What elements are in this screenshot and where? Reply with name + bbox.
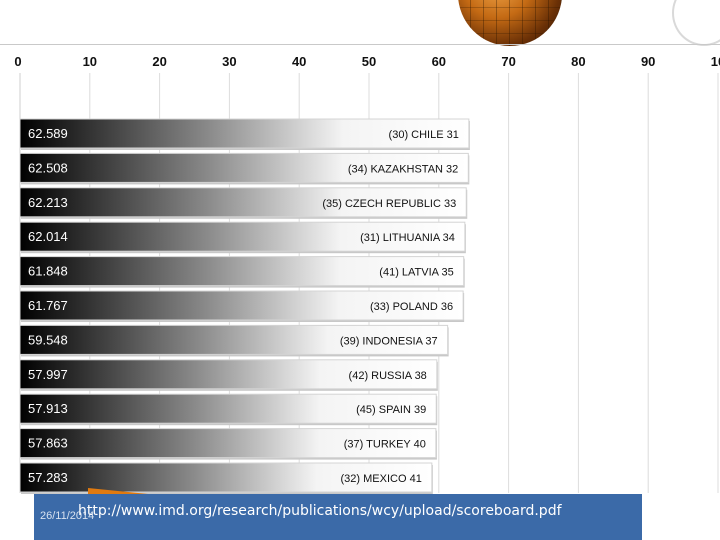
bar	[19, 324, 449, 355]
bar-value-label: 57.283	[28, 470, 68, 485]
bar-category-label: (31) LITHUANIA 34	[360, 232, 455, 244]
bar-category-label: (30) CHILE 31	[389, 129, 459, 141]
corner-decoration	[672, 0, 720, 46]
bar	[19, 152, 469, 183]
bar	[19, 393, 437, 424]
x-tick-label: 0	[14, 54, 21, 69]
bar-category-label: (45) SPAIN 39	[356, 404, 426, 416]
bar-value-label: 62.014	[28, 229, 68, 244]
bar-category-label: (32) MEXICO 41	[341, 473, 422, 485]
header-divider	[0, 44, 720, 45]
bar-value-label: 57.997	[28, 367, 68, 382]
bar	[19, 118, 470, 149]
header-band	[0, 0, 720, 44]
x-tick-label: 60	[432, 54, 446, 69]
bar-value-label: 57.863	[28, 436, 68, 451]
bar-category-label: (39) INDONESIA 37	[340, 335, 438, 347]
x-tick-label: 70	[501, 54, 515, 69]
bar-value-label: 62.213	[28, 195, 68, 210]
x-tick-label: 10	[711, 54, 720, 69]
bar-category-label: (34) KAZAKHSTAN 32	[348, 163, 458, 175]
bar	[19, 428, 437, 459]
bar	[19, 359, 438, 390]
bar-category-label: (37) TURKEY 40	[344, 439, 426, 451]
bar-value-label: 62.508	[28, 160, 68, 175]
bar-value-label: 61.848	[28, 264, 68, 279]
bar-value-label: 59.548	[28, 332, 68, 347]
x-tick-label: 50	[362, 54, 376, 69]
x-tick-label: 30	[222, 54, 236, 69]
bar-category-label: (42) RUSSIA 38	[349, 370, 427, 382]
bar	[19, 221, 466, 252]
bar	[19, 187, 467, 218]
footer-date: 26/11/2014	[40, 510, 95, 522]
x-tick-label: 40	[292, 54, 306, 69]
x-tick-label: 10	[83, 54, 97, 69]
bar-value-label: 57.913	[28, 401, 68, 416]
bar	[19, 462, 433, 493]
source-url-link[interactable]: http://www.imd.org/research/publications…	[78, 503, 562, 519]
bar-value-label: 61.767	[28, 298, 68, 313]
bar-chart: 0 10 20 30 40 50 60 70 80 90 10 62.589 (30) CHILE 3…	[14, 54, 720, 494]
footer-bar	[34, 494, 642, 540]
bar-value-label: 62.589	[28, 126, 68, 141]
bar-category-label: (35) CZECH REPUBLIC 33	[322, 198, 456, 210]
bar	[19, 256, 465, 287]
x-tick-label: 90	[641, 54, 655, 69]
bar-category-label: (41) LATVIA 35	[379, 267, 453, 279]
x-tick-label: 80	[571, 54, 585, 69]
x-tick-label: 20	[152, 54, 166, 69]
bar	[19, 290, 464, 321]
bar-category-label: (33) POLAND 36	[370, 301, 453, 313]
